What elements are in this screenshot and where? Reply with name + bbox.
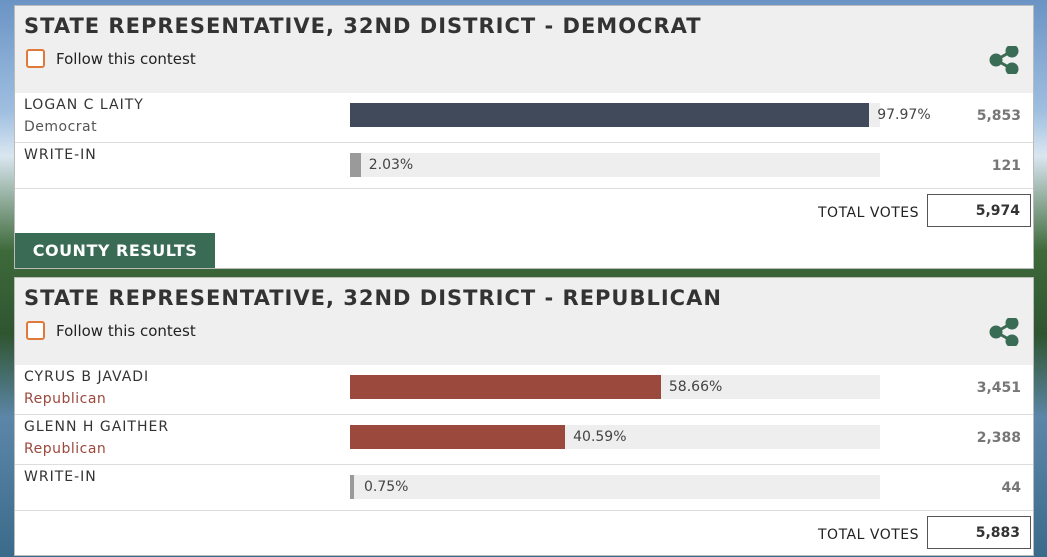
percent-label: 97.97% [877, 107, 931, 123]
follow-checkbox[interactable] [26, 321, 45, 340]
bar-track [350, 375, 880, 399]
follow-label[interactable]: Follow this contest [56, 50, 196, 68]
candidate-row: LOGAN C LAITY Democrat 97.97% 5,853 [15, 93, 1033, 143]
percent-label: 0.75% [364, 479, 409, 495]
contest-title: STATE REPRESENTATIVE, 32ND DISTRICT - RE… [24, 286, 722, 310]
bar-track [350, 153, 880, 177]
candidate-party: Republican [24, 441, 107, 457]
county-results-button[interactable]: COUNTY RESULTS [15, 233, 215, 268]
contest-header: STATE REPRESENTATIVE, 32ND DISTRICT - DE… [15, 6, 1033, 93]
total-label: TOTAL VOTES [818, 527, 919, 543]
share-icon[interactable] [989, 44, 1019, 76]
candidate-row: CYRUS B JAVADI Republican 58.66% 3,451 [15, 365, 1033, 415]
total-label: TOTAL VOTES [818, 205, 919, 221]
share-icon[interactable] [989, 316, 1019, 348]
percent-label: 40.59% [573, 429, 627, 445]
contest-panel: STATE REPRESENTATIVE, 32ND DISTRICT - DE… [14, 5, 1034, 269]
contest-panel: STATE REPRESENTATIVE, 32ND DISTRICT - RE… [14, 277, 1034, 556]
total-row: TOTAL VOTES 5,974 [15, 189, 1033, 233]
candidate-name: WRITE-IN [24, 469, 97, 485]
bar-track [350, 425, 880, 449]
vote-bar [350, 425, 566, 449]
percent-label: 58.66% [668, 379, 723, 395]
vote-bar [350, 103, 870, 127]
candidate-row: GLENN H GAITHER Republican 40.59% 2,388 [15, 415, 1033, 465]
bar-track [350, 103, 880, 127]
candidate-party: Democrat [24, 119, 98, 135]
contest-title: STATE REPRESENTATIVE, 32ND DISTRICT - DE… [24, 14, 702, 38]
total-row: TOTAL VOTES 5,883 [15, 511, 1033, 555]
vote-count: 121 [991, 158, 1021, 174]
vote-bar [350, 153, 361, 177]
vote-count: 44 [1001, 480, 1021, 496]
candidate-name: CYRUS B JAVADI [24, 369, 150, 385]
share-button[interactable] [989, 44, 1019, 78]
follow-checkbox[interactable] [26, 49, 45, 68]
bar-track [350, 475, 880, 499]
vote-bar [350, 375, 661, 399]
candidate-name: LOGAN C LAITY [24, 97, 144, 113]
vote-count: 5,853 [976, 108, 1021, 124]
candidate-name: WRITE-IN [24, 147, 97, 163]
contest-header: STATE REPRESENTATIVE, 32ND DISTRICT - RE… [15, 278, 1033, 365]
percent-label: 2.03% [368, 157, 414, 173]
candidate-party: Republican [24, 391, 107, 407]
candidate-name: GLENN H GAITHER [24, 419, 170, 435]
total-votes: 5,974 [927, 194, 1031, 227]
total-votes: 5,883 [927, 516, 1031, 549]
vote-bar [350, 475, 354, 499]
follow-label[interactable]: Follow this contest [56, 322, 196, 340]
vote-count: 2,388 [976, 430, 1021, 446]
share-button[interactable] [989, 316, 1019, 350]
candidate-row: WRITE-IN 0.75% 44 [15, 465, 1033, 511]
vote-count: 3,451 [976, 380, 1021, 396]
candidate-row: WRITE-IN 2.03% 121 [15, 143, 1033, 189]
